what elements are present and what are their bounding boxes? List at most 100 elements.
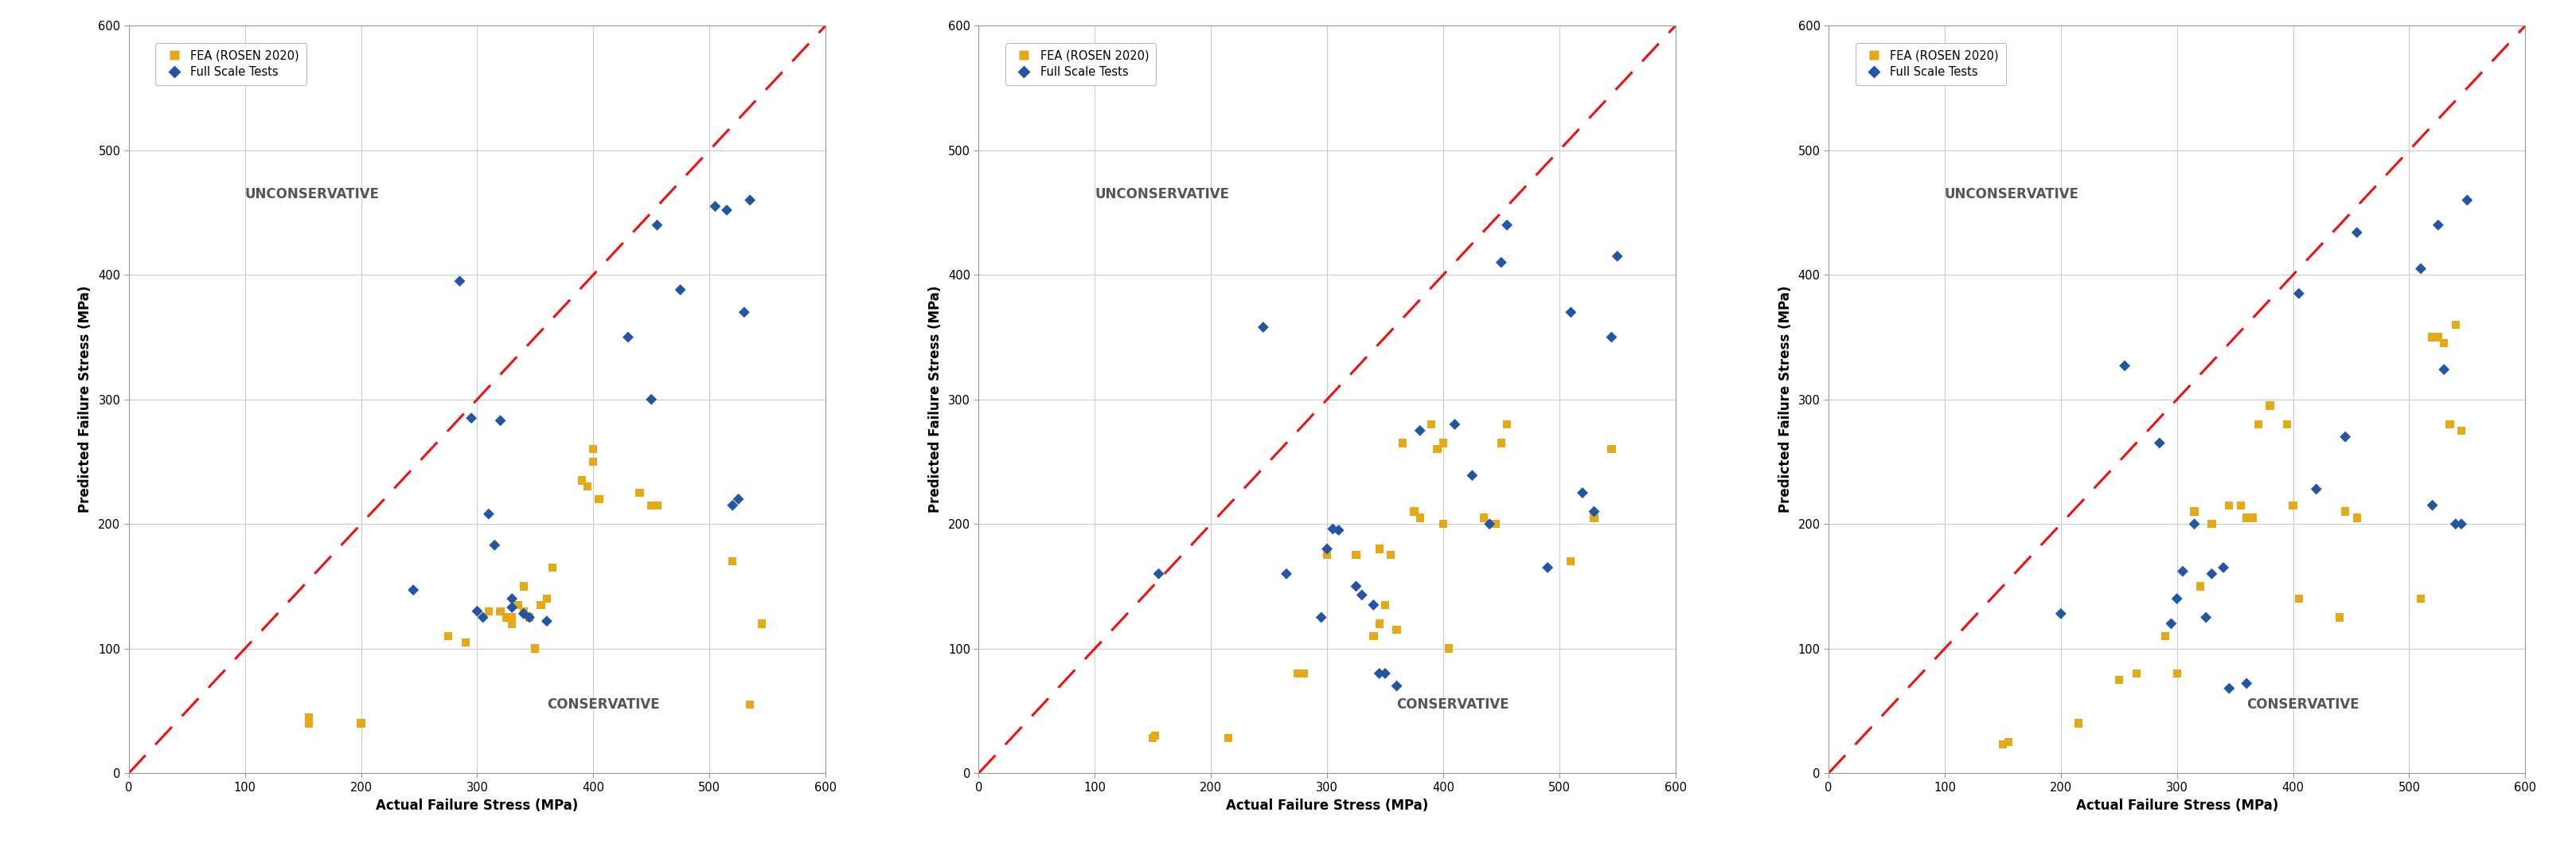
- Point: [1468, 517, 1510, 531]
- Point: [1131, 731, 1172, 745]
- Point: [1399, 423, 1440, 437]
- Legend: FEA (ROSEN 2020), Full Scale Tests: FEA (ROSEN 2020), Full Scale Tests: [155, 43, 307, 85]
- Point: [392, 583, 433, 597]
- Point: [1139, 567, 1180, 581]
- Point: [2439, 517, 2481, 531]
- Point: [1358, 617, 1399, 631]
- Point: [1412, 417, 1453, 431]
- Point: [289, 716, 330, 730]
- Point: [724, 306, 765, 320]
- Point: [2324, 430, 2365, 443]
- Point: [2277, 592, 2318, 606]
- Point: [1551, 555, 1592, 569]
- Point: [1306, 542, 1347, 556]
- Point: [2156, 592, 2197, 606]
- Point: [636, 218, 677, 232]
- Point: [531, 561, 572, 575]
- Point: [608, 331, 649, 344]
- Point: [446, 636, 487, 649]
- Point: [1342, 588, 1383, 602]
- Text: UNCONSERVATIVE: UNCONSERVATIVE: [1945, 186, 2079, 201]
- Point: [1265, 567, 1306, 581]
- Point: [469, 507, 510, 521]
- Point: [2295, 482, 2336, 496]
- Point: [484, 611, 526, 624]
- Point: [515, 642, 556, 655]
- Point: [2143, 629, 2184, 643]
- Point: [1417, 442, 1458, 456]
- Point: [438, 274, 479, 288]
- Point: [1334, 579, 1376, 593]
- Point: [2174, 517, 2215, 531]
- Point: [1358, 667, 1399, 680]
- Point: [719, 492, 760, 506]
- Point: [1551, 306, 1592, 320]
- Point: [1422, 517, 1463, 531]
- Point: [2156, 667, 2197, 680]
- Point: [492, 611, 533, 624]
- Point: [2226, 511, 2267, 525]
- Point: [492, 617, 533, 631]
- Point: [492, 600, 533, 614]
- Point: [2221, 498, 2262, 512]
- Point: [2318, 611, 2360, 624]
- Point: [456, 605, 497, 618]
- Point: [1528, 561, 1569, 575]
- Point: [1561, 486, 1602, 500]
- Point: [1589, 331, 1631, 344]
- Point: [1427, 642, 1468, 655]
- Point: [631, 393, 672, 406]
- Point: [1450, 468, 1492, 482]
- Point: [520, 598, 562, 612]
- Point: [2097, 673, 2138, 686]
- Point: [1283, 667, 1324, 680]
- Point: [2445, 193, 2486, 207]
- Point: [2202, 561, 2244, 575]
- Point: [2439, 423, 2481, 437]
- Point: [2267, 417, 2308, 431]
- Point: [2174, 505, 2215, 519]
- Point: [507, 611, 549, 624]
- Point: [1208, 731, 1249, 745]
- Point: [1486, 417, 1528, 431]
- Point: [2151, 617, 2192, 631]
- Point: [2226, 677, 2267, 691]
- Point: [2429, 417, 2470, 431]
- Point: [631, 498, 672, 512]
- Point: [1399, 511, 1440, 525]
- Point: [729, 193, 770, 207]
- Point: [1352, 598, 1394, 612]
- Point: [2138, 436, 2179, 450]
- Point: [659, 283, 701, 296]
- Point: [2421, 337, 2463, 350]
- Point: [1481, 436, 1522, 450]
- Point: [289, 710, 330, 724]
- Text: CONSERVATIVE: CONSERVATIVE: [1396, 698, 1510, 712]
- Point: [2434, 318, 2476, 332]
- Point: [2040, 606, 2081, 620]
- Legend: FEA (ROSEN 2020), Full Scale Tests: FEA (ROSEN 2020), Full Scale Tests: [1855, 43, 2004, 85]
- Point: [2398, 592, 2439, 606]
- Point: [1365, 667, 1406, 680]
- Point: [1381, 436, 1422, 450]
- Point: [2190, 567, 2231, 581]
- Point: [2411, 331, 2452, 344]
- Point: [1473, 517, 1515, 531]
- Point: [1334, 548, 1376, 562]
- Point: [572, 442, 613, 456]
- Text: CONSERVATIVE: CONSERVATIVE: [2246, 698, 2360, 712]
- Point: [1133, 728, 1175, 742]
- Point: [706, 204, 747, 217]
- Point: [1574, 505, 1615, 519]
- Point: [1311, 522, 1352, 536]
- Point: [507, 611, 549, 624]
- Point: [502, 579, 544, 593]
- Point: [492, 592, 533, 606]
- Point: [2115, 667, 2156, 680]
- Point: [562, 473, 603, 487]
- Point: [636, 498, 677, 512]
- Point: [1365, 598, 1406, 612]
- Point: [1422, 436, 1463, 450]
- Point: [1981, 738, 2022, 752]
- Text: UNCONSERVATIVE: UNCONSERVATIVE: [245, 186, 379, 201]
